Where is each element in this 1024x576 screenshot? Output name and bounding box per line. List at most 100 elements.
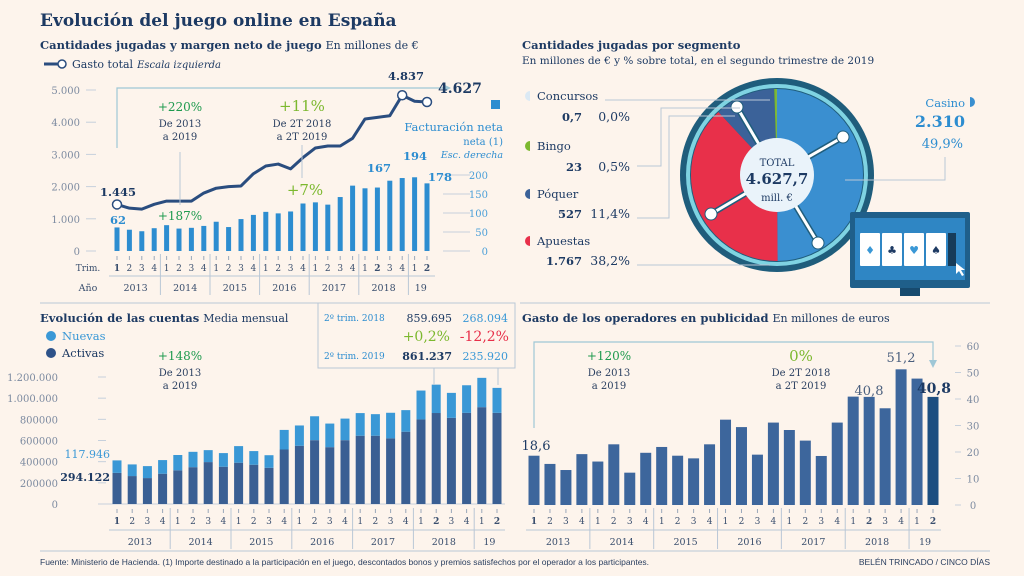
right-tick-label: 0 [482, 247, 488, 258]
page-title: Evolución del juego online en España [40, 11, 397, 31]
quarter-label: 3 [818, 517, 824, 527]
quarter-label: 3 [327, 517, 333, 527]
label-first-nuevas: 117.946 [65, 448, 111, 461]
facturacion-bar [114, 227, 120, 251]
quarter-label: 2 [325, 264, 331, 274]
pie-total-unit: mill. € [761, 193, 793, 204]
quarter-label: 1 [412, 264, 418, 274]
nuevas-bar [112, 460, 122, 473]
activas-bar [431, 413, 441, 504]
label-first-activas: 294.122 [60, 471, 110, 484]
nuevas-bar [158, 460, 168, 474]
half-circle-icon [525, 236, 530, 246]
facturacion-bar [176, 228, 182, 251]
quarter-label: 1 [850, 517, 856, 527]
legend-póquer-value: 527 [558, 207, 582, 221]
heart-icon: ♥ [909, 244, 919, 257]
activas-bar [355, 435, 365, 504]
quarter-label: 2 [547, 517, 553, 527]
gasto-point [111, 199, 123, 210]
facturacion-bar [350, 185, 356, 251]
quarter-label: 1 [114, 517, 120, 527]
facturacion-bar [288, 211, 294, 251]
y-tick-label: 400000 [20, 458, 58, 469]
quarter-label: 2 [312, 517, 318, 527]
pie-center [740, 138, 814, 212]
quarter-label: 1 [236, 517, 242, 527]
chart-segmentos: Cantidades jugadas por segmento En millo… [522, 38, 975, 296]
pie-subtitle: En millones de € y % sobre total, en el … [522, 55, 874, 67]
quarter-label: 1 [313, 264, 319, 274]
y-tick-label: 20 [967, 448, 980, 459]
nuevas-bar [249, 451, 259, 465]
leader-line [845, 157, 946, 181]
quarter-label: 2 [866, 517, 872, 527]
publicidad-title: Gasto de los operadores en publicidad En … [522, 311, 890, 325]
year-label: 2016 [737, 537, 761, 548]
quarter-label: 4 [151, 264, 157, 274]
annot-187: +187% [158, 209, 202, 223]
year-label: 2017 [801, 537, 825, 548]
activas-bar [386, 438, 396, 504]
arrow-head-icon [929, 360, 937, 368]
nuevas-bar [310, 416, 320, 441]
cuentas-title: Evolución de las cuentas Media mensual [40, 311, 289, 325]
quarter-label: 3 [145, 517, 151, 527]
arrow-head-icon [443, 84, 451, 92]
quarter-label: 2 [226, 264, 232, 274]
nuevas-bar [386, 412, 396, 439]
year-label: 2016 [272, 283, 296, 294]
quarter-label: 3 [882, 517, 888, 527]
legend-bingo-name: Bingo [537, 139, 571, 153]
facturacion-bar [424, 183, 430, 251]
legend-facturacion: Facturación neta [404, 120, 503, 134]
facturacion-bar [188, 227, 194, 251]
left-tick-label: 5.000 [51, 86, 80, 97]
left-tick-label: 3.000 [51, 150, 80, 161]
quarter-label: 3 [449, 517, 455, 527]
annot-0-l1: De 2T 2018 [772, 368, 831, 379]
facturacion-bar [362, 188, 368, 251]
year-label: 2013 [124, 283, 148, 294]
annot-7: +7% [287, 181, 323, 199]
nuevas-bar [188, 451, 198, 468]
facturacion-bar [263, 211, 269, 251]
publicidad-bar [704, 444, 716, 505]
nuevas-bar [234, 446, 244, 463]
pie-title: Cantidades jugadas por segmento [522, 38, 741, 52]
y-tick-label: 0 [970, 501, 976, 512]
annot-0: 0% [789, 347, 813, 365]
left-tick-label: 4.000 [51, 118, 80, 129]
left-tick-label: 2.000 [51, 183, 80, 194]
legend-facturacion-note2: Esc. derecha [440, 150, 503, 161]
publicidad-bar [640, 452, 652, 505]
publicidad-bar [783, 430, 795, 505]
facturacion-bar [374, 187, 380, 251]
quarter-label: 2 [129, 517, 135, 527]
quarter-label: 1 [213, 264, 219, 274]
quarter-label: 4 [342, 517, 348, 527]
spoke-dot [811, 236, 825, 250]
year-label: 2017 [371, 537, 395, 548]
legend-casino-name: Casino [925, 96, 965, 110]
y-tick-label: 1.200.000 [7, 373, 58, 384]
legend-póquer-name: Póquer [537, 187, 579, 201]
facturacion-bar [325, 204, 331, 251]
half-circle-icon [970, 97, 975, 107]
legend-concursos-pct: 0,0% [598, 109, 630, 124]
legend-casino-pct: 49,9% [922, 137, 963, 152]
publicidad-bar [863, 396, 875, 505]
nuevas-bar [431, 384, 441, 414]
publicidad-bar [560, 470, 572, 505]
annot-220-l2: a 2019 [163, 132, 198, 143]
label-last: 40,8 [917, 381, 951, 397]
publicidad-bar [656, 446, 668, 505]
label-first-bar: 62 [110, 213, 126, 227]
activas-bar [264, 467, 274, 504]
comparison-arrow [533, 341, 934, 428]
facturacion-bar [387, 180, 393, 251]
year-label: 2018 [372, 283, 396, 294]
footer-credit: BELÉN TRINCADO / CINCO DÍAS [859, 557, 990, 567]
year-label: 19 [919, 537, 931, 548]
legend-apuestas-name: Apuestas [536, 234, 590, 248]
